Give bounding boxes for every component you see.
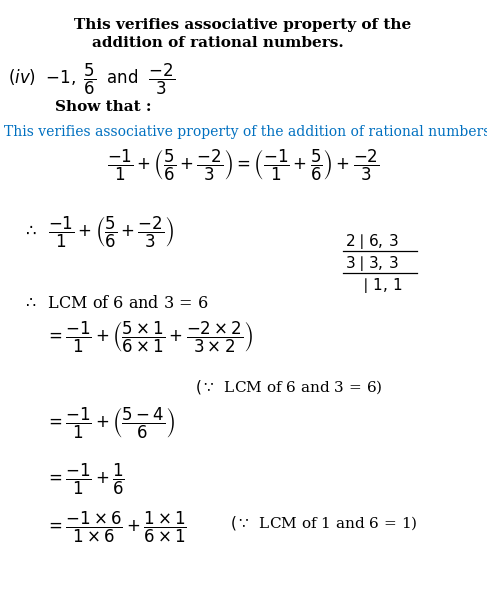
Text: $= \dfrac{-1}{1} + \left(\dfrac{5-4}{6}\right)$: $= \dfrac{-1}{1} + \left(\dfrac{5-4}{6}\… bbox=[45, 406, 175, 441]
Text: $(\because\,$ LCM of 6 and 3 = 6): $(\because\,$ LCM of 6 and 3 = 6) bbox=[195, 378, 383, 396]
Text: $= \dfrac{-1}{1} + \dfrac{1}{6}$: $= \dfrac{-1}{1} + \dfrac{1}{6}$ bbox=[45, 462, 125, 497]
Text: $= \dfrac{-1}{1} + \left(\dfrac{5\times1}{6\times1}+\dfrac{-2\times2}{3\times2}\: $= \dfrac{-1}{1} + \left(\dfrac{5\times1… bbox=[45, 320, 253, 355]
Text: $\dfrac{-1}{1} + \left(\dfrac{5}{6}+\dfrac{-2}{3}\right) = \left(\dfrac{-1}{1}+\: $\dfrac{-1}{1} + \left(\dfrac{5}{6}+\dfr… bbox=[107, 148, 379, 183]
Text: Show that :: Show that : bbox=[55, 100, 151, 114]
Text: This verifies associative property of the: This verifies associative property of th… bbox=[75, 18, 412, 32]
Text: $(iv)$  $-1,\;\dfrac{5}{6}$  and  $\dfrac{-2}{3}$: $(iv)$ $-1,\;\dfrac{5}{6}$ and $\dfrac{-… bbox=[8, 62, 175, 97]
Text: $(\because\,$ LCM of 1 and 6 = 1): $(\because\,$ LCM of 1 and 6 = 1) bbox=[230, 514, 417, 532]
Text: $= \dfrac{-1\times6}{1\times6} + \dfrac{1\times1}{6\times1}$: $= \dfrac{-1\times6}{1\times6} + \dfrac{… bbox=[45, 510, 187, 545]
Text: $\therefore\;$ LCM of 6 and 3 = 6: $\therefore\;$ LCM of 6 and 3 = 6 bbox=[22, 295, 208, 312]
Text: $\mid 1,\,1$: $\mid 1,\,1$ bbox=[359, 276, 403, 295]
Text: $\therefore\;\; \dfrac{-1}{1} + \left(\dfrac{5}{6}+\dfrac{-2}{3}\right)$: $\therefore\;\; \dfrac{-1}{1} + \left(\d… bbox=[22, 215, 174, 250]
Text: This verifies associative property of the addition of rational numbers.: This verifies associative property of th… bbox=[4, 125, 487, 139]
Text: addition of rational numbers.: addition of rational numbers. bbox=[92, 36, 344, 50]
Text: $3\mid 3,\,3$: $3\mid 3,\,3$ bbox=[345, 254, 399, 273]
Text: $2\mid 6,\,3$: $2\mid 6,\,3$ bbox=[345, 232, 399, 251]
